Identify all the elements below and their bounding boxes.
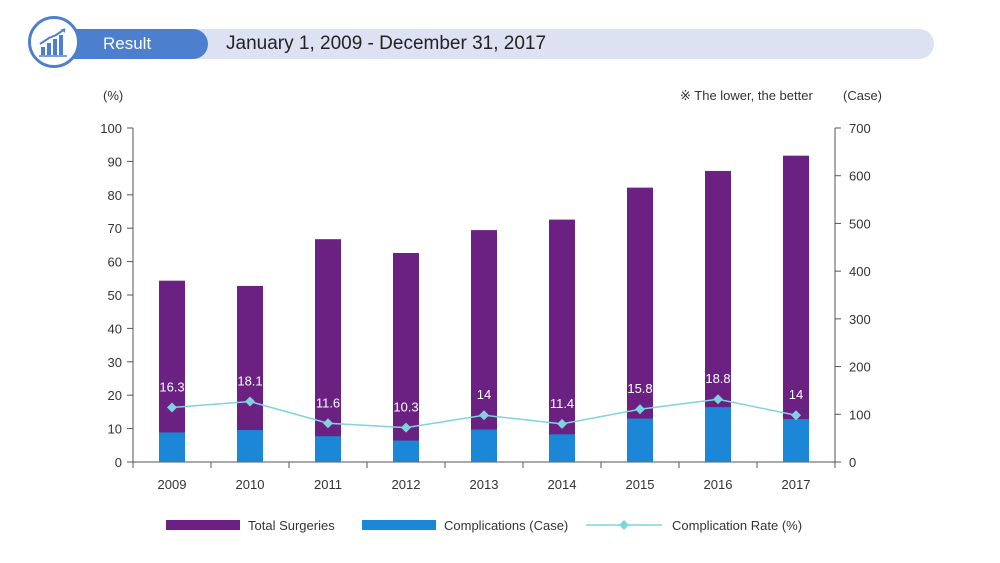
x-tick-label: 2015 [626, 477, 655, 492]
left-tick-label: 0 [115, 455, 122, 470]
complication-rate-point [245, 396, 255, 407]
x-tick-label: 2014 [548, 477, 577, 492]
complication-rate-point [167, 402, 177, 413]
result-header: Result January 1, 2009 - December 31, 20… [28, 14, 934, 72]
legend-rate-marker [619, 520, 629, 530]
total-surgeries-bar [471, 230, 497, 462]
complications-bar [159, 432, 185, 462]
legend-total-label: Total Surgeries [248, 518, 335, 533]
complications-bar [705, 407, 731, 462]
x-tick-label: 2010 [236, 477, 265, 492]
right-tick-label: 300 [849, 312, 871, 327]
legend-complications-swatch [362, 520, 436, 530]
x-tick-label: 2011 [314, 477, 342, 492]
complication-rate-label: 18.8 [705, 371, 730, 386]
right-tick-label: 700 [849, 121, 871, 136]
total-surgeries-bar [159, 280, 185, 462]
left-tick-label: 70 [108, 221, 122, 236]
complications-bar [471, 429, 497, 462]
left-tick-label: 100 [100, 121, 122, 136]
complication-rate-label: 11.4 [550, 396, 574, 411]
complications-bar [549, 434, 575, 462]
complication-rate-point [401, 422, 411, 433]
left-tick-label: 80 [108, 188, 122, 203]
left-tick-label: 10 [108, 422, 122, 437]
complication-rate-point [791, 410, 801, 421]
left-tick-label: 60 [108, 255, 122, 270]
right-tick-label: 100 [849, 407, 871, 422]
complication-rate-point [713, 394, 723, 405]
total-surgeries-bar [315, 239, 341, 462]
complication-rate-point [635, 404, 645, 415]
complications-bar [627, 418, 653, 462]
complication-rate-label: 15.8 [627, 381, 652, 396]
result-label: Result [58, 29, 208, 59]
date-range: January 1, 2009 - December 31, 2017 [226, 33, 547, 54]
x-tick-label: 2016 [704, 477, 733, 492]
right-tick-label: 600 [849, 169, 871, 184]
right-tick-label: 200 [849, 360, 871, 375]
complication-rate-label: 10.3 [393, 400, 418, 415]
left-tick-label: 20 [108, 388, 122, 403]
x-tick-label: 2017 [782, 477, 811, 492]
x-tick-label: 2009 [158, 477, 187, 492]
complication-rate-label: 16.3 [159, 380, 184, 395]
right-tick-label: 500 [849, 216, 871, 231]
total-surgeries-bar [627, 187, 653, 462]
complications-bar [315, 436, 341, 462]
legend-total-swatch [166, 520, 240, 530]
right-axis-unit: (Case) [843, 88, 882, 103]
chart-growth-icon [28, 16, 80, 68]
x-tick-label: 2013 [470, 477, 499, 492]
left-axis-unit: (%) [103, 88, 123, 103]
complications-bar [783, 419, 809, 462]
complication-rate-point [323, 418, 333, 429]
left-tick-label: 90 [108, 154, 122, 169]
complication-rate-label: 18.1 [237, 374, 262, 389]
complication-rate-label: 14 [789, 387, 803, 402]
complication-rate-point [479, 410, 489, 421]
legend-rate-label: Complication Rate (%) [672, 518, 802, 533]
x-tick-label: 2012 [392, 477, 421, 492]
legend-complications-label: Complications (Case) [444, 518, 568, 533]
left-tick-label: 30 [108, 355, 122, 370]
complications-bar [237, 430, 263, 462]
right-tick-label: 0 [849, 455, 856, 470]
complication-rate-point [557, 418, 567, 429]
left-tick-label: 50 [108, 288, 122, 303]
complications-bar [393, 440, 419, 462]
left-tick-label: 40 [108, 321, 122, 336]
chart-note: ※ The lower, the better [680, 88, 813, 103]
complication-rate-label: 11.6 [316, 395, 340, 410]
complication-rate-label: 14 [477, 387, 491, 402]
right-tick-label: 400 [849, 264, 871, 279]
